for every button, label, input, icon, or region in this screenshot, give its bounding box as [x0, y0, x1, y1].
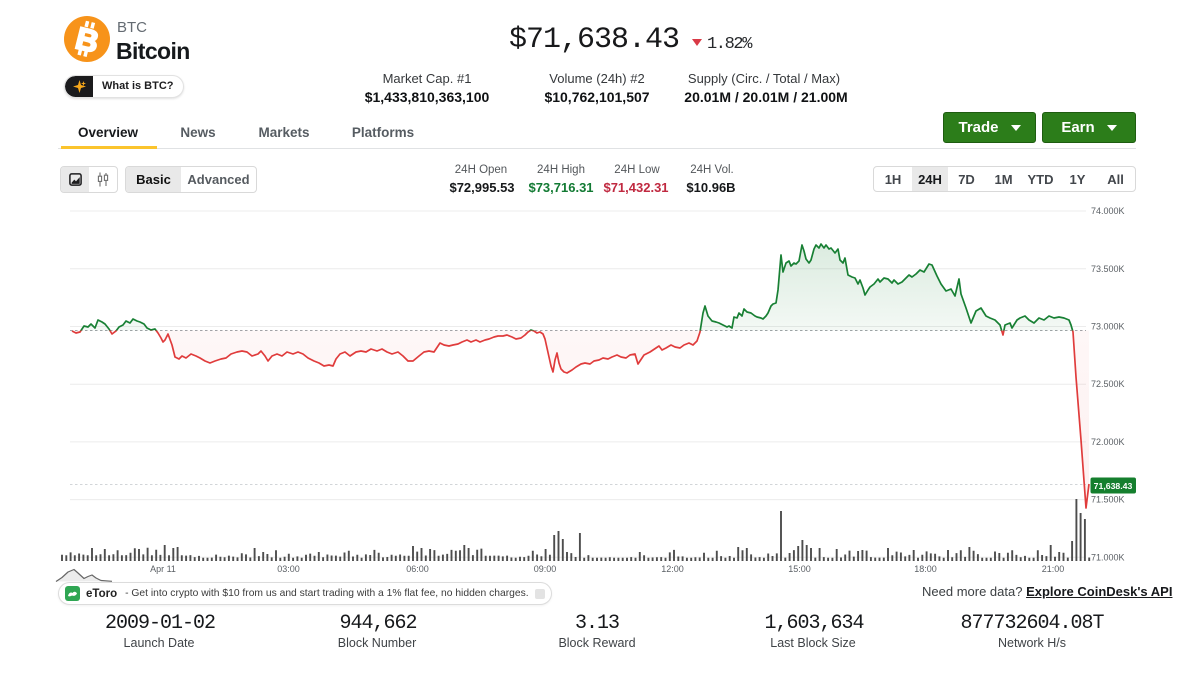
svg-text:73.500K: 73.500K: [1091, 264, 1125, 274]
svg-text:18:00: 18:00: [914, 564, 937, 574]
svg-text:73.000K: 73.000K: [1091, 322, 1125, 332]
svg-text:74.000K: 74.000K: [1091, 206, 1125, 216]
svg-text:71.500K: 71.500K: [1091, 495, 1125, 505]
svg-text:71,638.43: 71,638.43: [1094, 481, 1133, 491]
svg-text:21:00: 21:00: [1042, 564, 1065, 574]
svg-text:71.000K: 71.000K: [1091, 552, 1125, 562]
svg-text:15:00: 15:00: [788, 564, 811, 574]
svg-text:03:00: 03:00: [277, 564, 300, 574]
svg-text:Apr 11: Apr 11: [150, 564, 176, 574]
svg-text:09:00: 09:00: [534, 564, 557, 574]
svg-text:06:00: 06:00: [406, 564, 429, 574]
svg-text:72.500K: 72.500K: [1091, 379, 1125, 389]
svg-text:12:00: 12:00: [661, 564, 684, 574]
svg-text:72.000K: 72.000K: [1091, 437, 1125, 447]
